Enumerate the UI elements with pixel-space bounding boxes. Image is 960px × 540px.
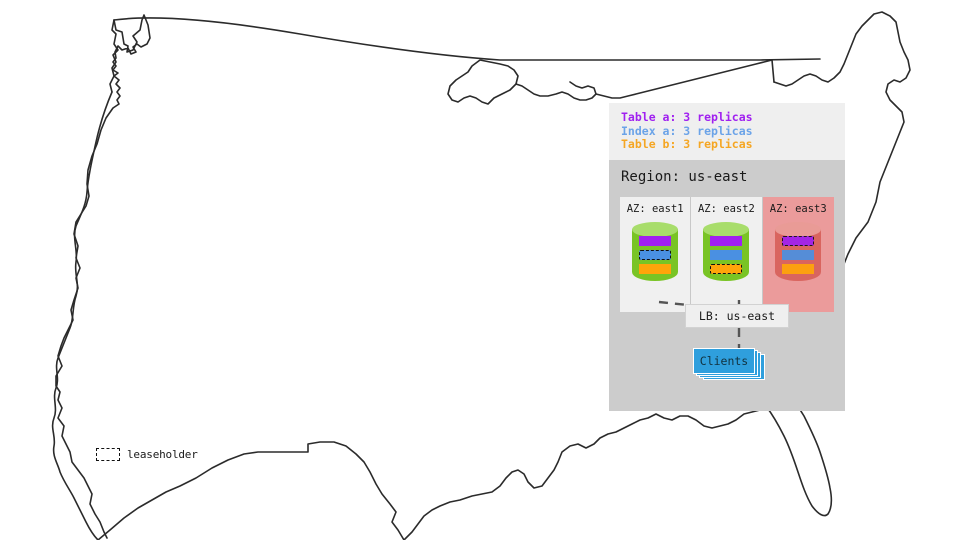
replica-band-index-a	[782, 250, 815, 260]
us-map-great-lakes	[447, 59, 519, 105]
us-map-gulf-coast	[403, 405, 767, 540]
db-cylinder-top	[632, 222, 679, 237]
replica-key-line-table-b: Table b: 3 replicas	[621, 137, 753, 151]
az-label-east2: AZ: east2	[697, 203, 755, 215]
db-cylinder-top	[775, 222, 822, 237]
replica-band-table-b-leaseholder	[710, 264, 743, 274]
az-box-east1[interactable]: AZ: east1	[620, 197, 692, 312]
replica-band-table-a	[639, 236, 672, 246]
us-map-florida	[765, 387, 833, 517]
replica-key-panel: Table a: 3 replicas Index a: 3 replicas …	[609, 103, 845, 160]
database-node-east3	[775, 222, 822, 288]
availability-zone-row: AZ: east1 AZ: east2	[620, 197, 834, 312]
us-map-lakes-lower	[515, 81, 597, 101]
region-title: Region: us-east	[621, 169, 748, 185]
replica-band-table-a-leaseholder	[782, 236, 815, 246]
us-map-south-border	[97, 441, 405, 540]
az-label-east3: AZ: east3	[769, 203, 827, 215]
us-map-west-coast	[51, 91, 113, 540]
client-card-1: Clients	[693, 348, 755, 374]
leaseholder-legend-label: leaseholder	[127, 448, 198, 461]
region-panel-us-east: Region: us-east AZ: east1 AZ: east2	[609, 160, 845, 411]
az-label-east1: AZ: east1	[626, 203, 684, 215]
replica-key-line-table-a: Table a: 3 replicas	[621, 110, 753, 124]
us-map-nw-detail	[109, 19, 119, 93]
leaseholder-legend: leaseholder	[96, 448, 198, 461]
replica-key-line-index-a: Index a: 3 replicas	[621, 123, 753, 138]
replica-band-table-b	[782, 264, 815, 274]
clients-stack[interactable]: Clients	[693, 348, 765, 380]
clients-label: Clients	[699, 354, 749, 368]
db-cylinder-top	[703, 222, 750, 237]
us-map-northeast-border	[595, 59, 775, 99]
replica-band-table-a	[710, 236, 743, 246]
az-box-east2[interactable]: AZ: east2	[691, 197, 763, 312]
replica-band-index-a-leaseholder	[639, 250, 672, 260]
load-balancer-label: LB: us-east	[698, 309, 776, 323]
replica-band-table-b	[639, 264, 672, 274]
database-node-east2	[703, 222, 750, 288]
load-balancer-box[interactable]: LB: us-east	[685, 304, 789, 328]
replica-band-index-a	[710, 250, 743, 260]
az-box-east3-failed[interactable]: AZ: east3	[762, 197, 834, 312]
us-map-north-border	[113, 17, 821, 61]
database-node-east1	[632, 222, 679, 288]
leaseholder-swatch-icon	[96, 448, 120, 461]
